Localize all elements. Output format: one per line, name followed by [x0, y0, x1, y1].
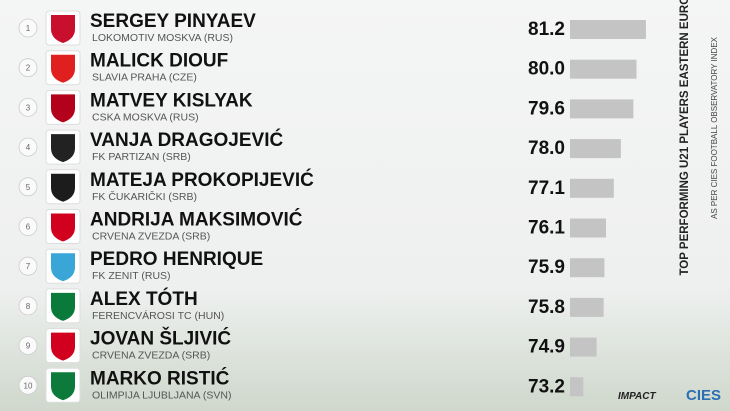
value-label: 73.2 [528, 376, 565, 397]
rank-circle [18, 296, 38, 316]
club-badge [51, 94, 75, 123]
value-label: 77.1 [528, 178, 565, 199]
player-name: PEDRO HENRIQUE [90, 249, 263, 270]
club-badge [51, 372, 75, 401]
club-badge [51, 332, 75, 361]
value-label: 74.9 [528, 337, 565, 358]
brand-cies: CIES [686, 387, 721, 404]
value-label: 81.2 [528, 19, 565, 40]
rank-circle [18, 98, 38, 117]
player-name: SERGEY PINYAEV [90, 11, 256, 32]
club-badge [51, 134, 75, 163]
rank-circle [18, 58, 38, 78]
club-name: LOKOMOTIV MOSKVA (RUS) [92, 32, 233, 44]
rank-circle [18, 217, 38, 236]
value-label: 79.6 [528, 98, 565, 119]
club-badge [51, 15, 75, 43]
club-badge [51, 54, 75, 83]
club-badge [51, 173, 75, 202]
rank: 10 [24, 381, 33, 390]
bar [570, 218, 606, 238]
player-name: JOVAN ŠLJIVIĆ [90, 328, 231, 350]
player-name: ALEX TÓTH [90, 288, 198, 310]
rank: 3 [26, 103, 31, 112]
bar [570, 377, 584, 397]
rank-circle [18, 256, 38, 276]
club-name: CRVENA ZVEZDA (SRB) [92, 231, 210, 243]
club-name: FK ZENIT (RUS) [92, 270, 171, 282]
bar [570, 178, 614, 198]
bar [570, 337, 597, 357]
rank: 2 [26, 64, 31, 73]
bar [570, 20, 646, 39]
bar [570, 258, 605, 278]
rank: 6 [26, 223, 31, 232]
rank: 1 [26, 24, 31, 33]
club-badge [51, 253, 75, 282]
club-name: FK PARTIZAN (SRB) [92, 151, 191, 163]
rank: 9 [26, 342, 31, 351]
club-name: OLIMPIJA LJUBLJANA (SVN) [92, 389, 231, 401]
player-name: ANDRIJA MAKSIMOVIĆ [90, 209, 303, 231]
value-label: 76.1 [528, 218, 565, 239]
player-name: MALICK DIOUF [90, 51, 228, 72]
value-label: 75.8 [528, 297, 565, 318]
club-name: CRVENA ZVEZDA (SRB) [92, 350, 210, 362]
rank: 4 [26, 143, 31, 152]
player-name: MATEJA PROKOPIJEVIĆ [90, 169, 314, 191]
club-name: CSKA MOSKVA (RUS) [92, 111, 199, 123]
rank: 5 [26, 183, 31, 192]
rank-circle [18, 137, 38, 157]
bar [570, 99, 634, 119]
club-name: SLAVIA PRAHA (CZE) [92, 72, 197, 84]
club-badge [51, 292, 75, 321]
value-label: 80.0 [528, 59, 565, 80]
player-name: VANJA DRAGOJEVIĆ [90, 129, 283, 151]
club-name: FERENCVÁROSI TC (HUN) [92, 309, 224, 322]
side-title: TOP PERFORMING U21 PLAYERS EASTERN EUROP… [679, 0, 691, 276]
rank: 8 [26, 302, 31, 311]
club-name: FK ČUKARIČKI (SRB) [92, 190, 197, 203]
player-name: MARKO RISTIĆ [90, 367, 230, 389]
value-label: 78.0 [528, 138, 565, 159]
side-subtitle: AS PER CIES FOOTBALL OBSERVATORY INDEX [710, 36, 719, 219]
rank: 7 [26, 262, 31, 271]
rank-circle [18, 177, 38, 197]
value-label: 75.9 [528, 257, 565, 278]
player-name: MATVEY KISLYAK [90, 90, 253, 111]
club-badge [51, 213, 75, 242]
rank-circle [18, 375, 38, 395]
rank-circle [18, 336, 38, 356]
bar [570, 139, 621, 159]
brand-impact: IMPACT [618, 391, 656, 402]
rank-circle [18, 18, 38, 38]
bar [570, 59, 637, 79]
bar [570, 297, 604, 317]
